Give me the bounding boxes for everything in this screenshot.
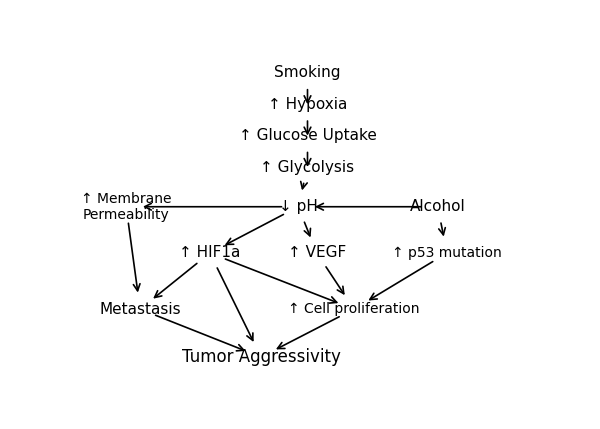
Text: ↑ VEGF: ↑ VEGF xyxy=(287,245,346,260)
Text: ↑ Cell proliferation: ↑ Cell proliferation xyxy=(288,302,420,316)
Text: ↑ Hypoxia: ↑ Hypoxia xyxy=(268,97,347,112)
Text: ↓ pH: ↓ pH xyxy=(279,199,317,214)
Text: Metastasis: Metastasis xyxy=(99,302,181,317)
Text: Alcohol: Alcohol xyxy=(410,199,466,214)
Text: ↑ Glycolysis: ↑ Glycolysis xyxy=(260,160,355,175)
Text: ↑ HIF1a: ↑ HIF1a xyxy=(179,245,241,260)
Text: ↑ p53 mutation: ↑ p53 mutation xyxy=(392,246,502,260)
Text: ↑ Glucose Uptake: ↑ Glucose Uptake xyxy=(239,128,376,143)
Text: Smoking: Smoking xyxy=(274,66,341,81)
Text: Tumor Aggressivity: Tumor Aggressivity xyxy=(182,348,340,366)
Text: ↑ Membrane
Permeability: ↑ Membrane Permeability xyxy=(81,192,172,222)
